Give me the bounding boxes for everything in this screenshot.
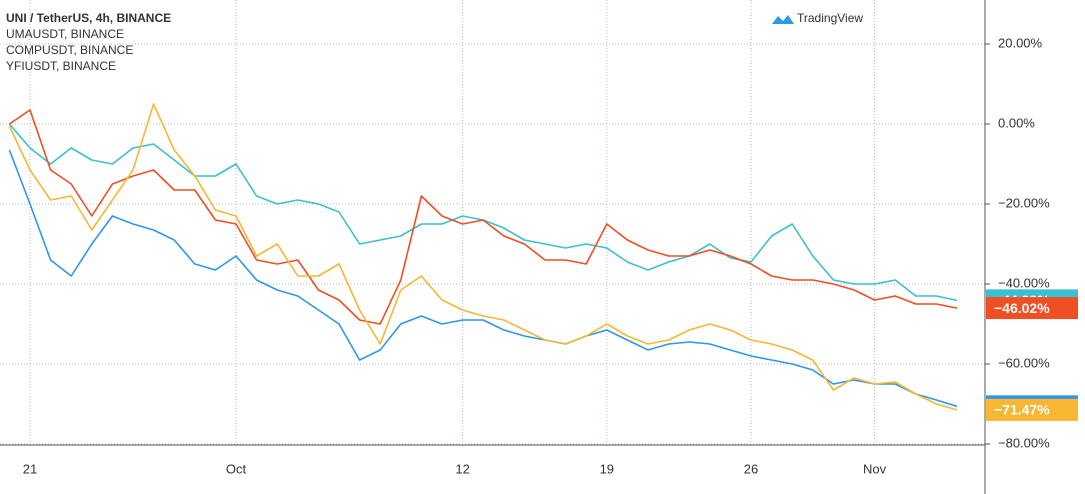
axis-labels: 20.00% 0.00% −20.00% −40.00% −60.00% −80.00% 2… [23, 35, 1050, 476]
x-tick-label: 19 [600, 461, 614, 476]
value-tag-label: −71.47% [994, 402, 1050, 418]
x-tick-label: Nov [863, 461, 887, 476]
series-line [8, 109, 958, 325]
brand: TradingView [772, 11, 863, 25]
series-line [8, 149, 958, 408]
y-tick-label: −80.00% [998, 435, 1050, 450]
lines [8, 103, 958, 411]
value-tags: −44.09%−46.02%−70.58%−71.47% [986, 289, 1078, 421]
y-tick-label: −40.00% [998, 275, 1050, 290]
series-line [8, 103, 958, 411]
brand-text: TradingView [797, 11, 863, 25]
legend-entry: UMAUSDT, BINANCE [6, 27, 124, 41]
x-tick-label: 21 [23, 461, 37, 476]
y-tick-label: 20.00% [998, 35, 1043, 50]
value-tag [986, 398, 1078, 421]
value-tag [986, 297, 1078, 320]
brand-logo [772, 15, 794, 24]
y-tick-label: −60.00% [998, 355, 1050, 370]
legend: UNI / TetherUS, 4h, BINANCE UMAUSDT, BINA… [6, 11, 171, 73]
y-tick-label: 0.00% [998, 115, 1035, 130]
legend-entry: UNI / TetherUS, 4h, BINANCE [6, 11, 171, 25]
value-tag-label: −46.02% [994, 300, 1050, 316]
legend-entry: YFIUSDT, BINANCE [6, 59, 116, 73]
x-tick-label: Oct [226, 461, 247, 476]
legend-entry: COMPUSDT, BINANCE [6, 43, 133, 57]
y-tick-label: −20.00% [998, 195, 1050, 210]
x-tick-label: 26 [744, 461, 758, 476]
grid [0, 0, 985, 445]
x-tick-label: 12 [455, 461, 469, 476]
